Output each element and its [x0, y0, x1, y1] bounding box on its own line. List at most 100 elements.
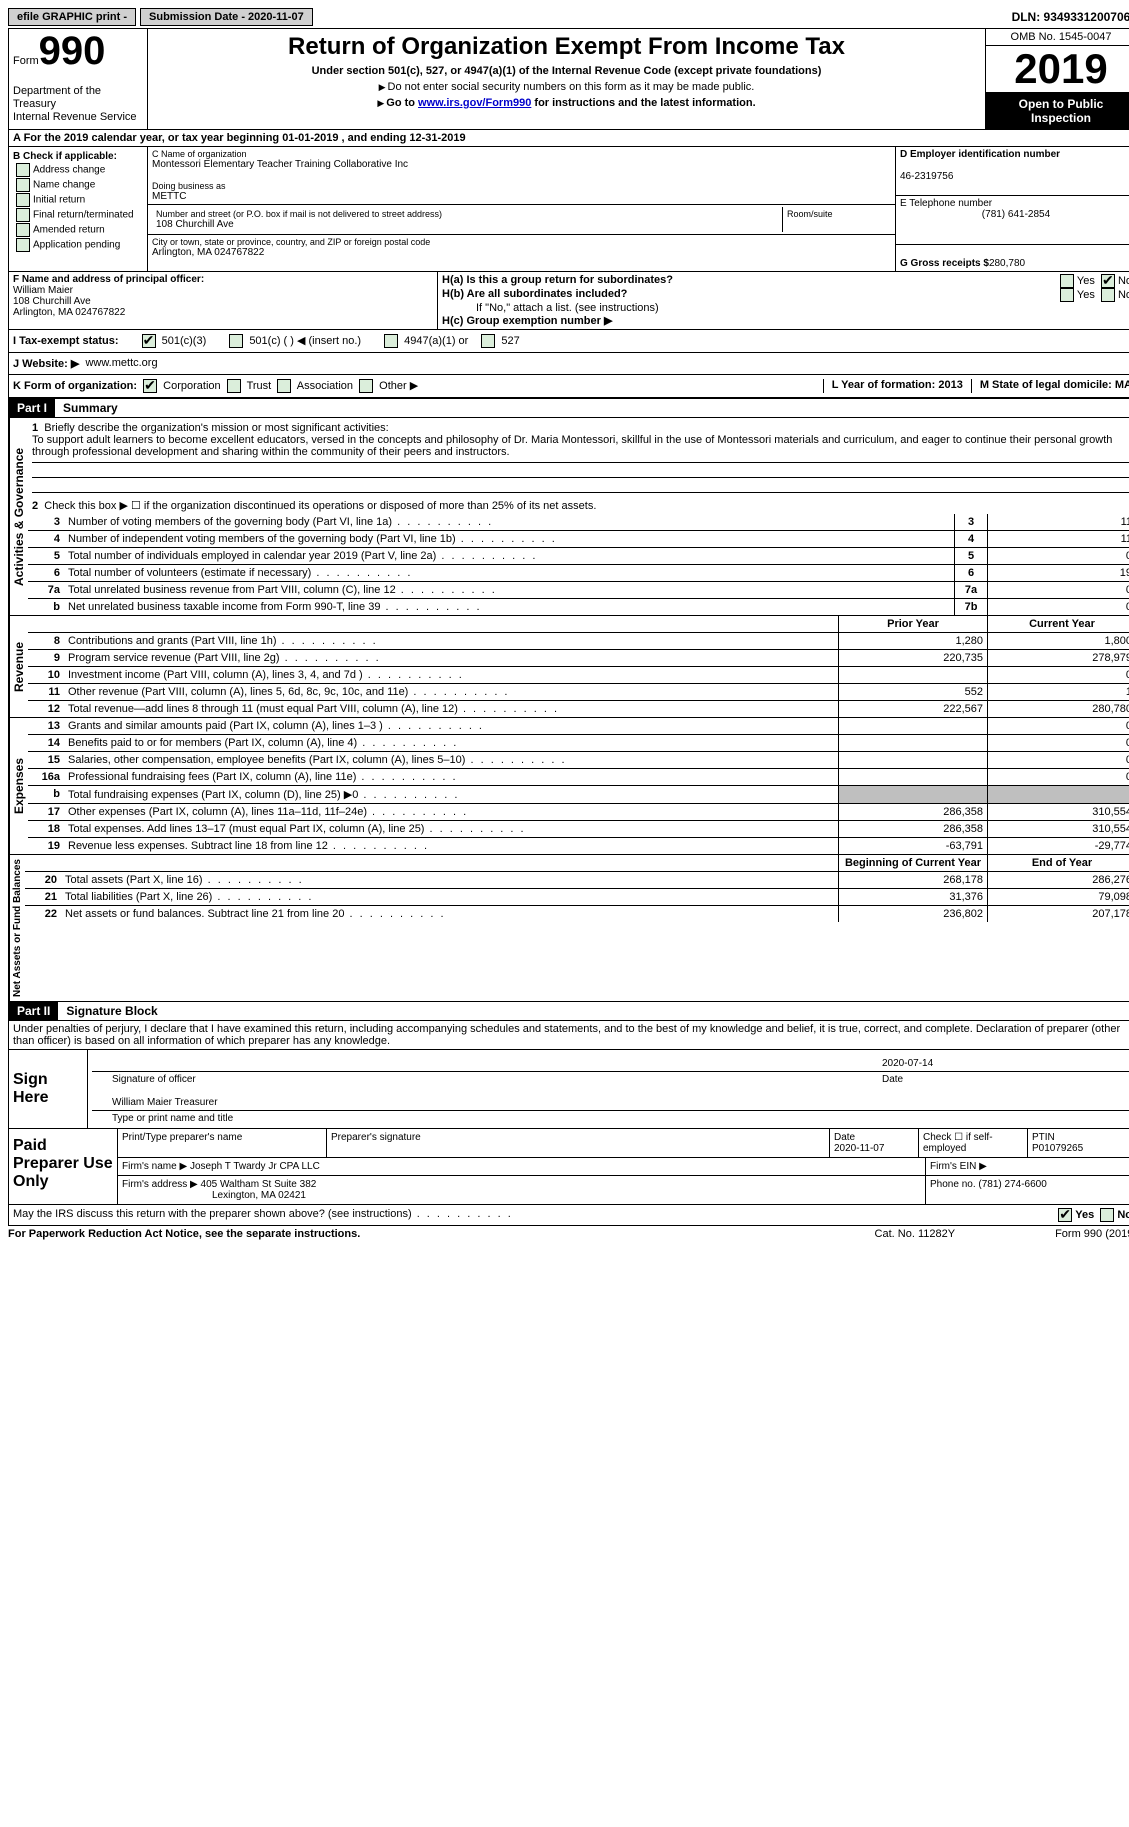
submission-button[interactable]: Submission Date - 2020-11-07	[140, 8, 313, 26]
org-name: Montessori Elementary Teacher Training C…	[152, 159, 891, 170]
form-note2: Go to www.irs.gov/Form990 for instructio…	[152, 97, 981, 109]
page-footer: For Paperwork Reduction Act Notice, see …	[8, 1226, 1129, 1242]
section-b-label: B Check if applicable:	[13, 151, 117, 162]
ha-no[interactable]	[1101, 274, 1115, 288]
hb-yes[interactable]	[1060, 288, 1074, 302]
form-note1: Do not enter social security numbers on …	[152, 81, 981, 93]
tax-status-row: I Tax-exempt status: 501(c)(3) 501(c) ( …	[8, 330, 1129, 353]
omb-number: OMB No. 1545-0047	[986, 29, 1129, 46]
table-row: bNet unrelated business taxable income f…	[28, 599, 1129, 615]
efile-button[interactable]: efile GRAPHIC print -	[8, 8, 136, 26]
table-row: 14Benefits paid to or for members (Part …	[28, 735, 1129, 752]
table-row: 12Total revenue—add lines 8 through 11 (…	[28, 701, 1129, 717]
table-row: 8Contributions and grants (Part VIII, li…	[28, 633, 1129, 650]
expenses-section: Expenses 13Grants and similar amounts pa…	[8, 718, 1129, 855]
gross-receipts: 280,780	[989, 258, 1025, 269]
table-row: 7aTotal unrelated business revenue from …	[28, 582, 1129, 599]
open-inspection: Open to Public Inspection	[986, 93, 1129, 129]
phone-value: (781) 641-2854	[900, 209, 1129, 220]
dba-name: METTC	[152, 191, 891, 202]
officer-city: Arlington, MA 024767822	[13, 307, 125, 318]
part2-header: Part II Signature Block	[8, 1002, 1129, 1021]
org-assoc[interactable]	[277, 379, 291, 393]
entity-block: B Check if applicable: Address change Na…	[8, 147, 1129, 272]
paid-preparer-block: Paid Preparer Use Only Print/Type prepar…	[8, 1129, 1129, 1205]
expenses-label: Expenses	[9, 718, 28, 854]
top-bar: efile GRAPHIC print - Submission Date - …	[8, 8, 1129, 26]
discuss-row: May the IRS discuss this return with the…	[8, 1205, 1129, 1226]
form-prefix: Form	[13, 55, 39, 67]
table-row: 20Total assets (Part X, line 16)268,1782…	[25, 872, 1129, 889]
perjury-text: Under penalties of perjury, I declare th…	[8, 1021, 1129, 1050]
discuss-no[interactable]	[1100, 1208, 1114, 1222]
table-row: 10Investment income (Part VIII, column (…	[28, 667, 1129, 684]
ha-yes[interactable]	[1060, 274, 1074, 288]
period-row: A For the 2019 calendar year, or tax yea…	[8, 130, 1129, 147]
table-row: 5Total number of individuals employed in…	[28, 548, 1129, 565]
tax-year: 2019	[986, 46, 1129, 93]
officer-block: F Name and address of principal officer:…	[8, 272, 1129, 330]
firm-name: Joseph T Twardy Jr CPA LLC	[190, 1161, 320, 1172]
sign-here-block: Sign Here 2020-07-14 Signature of office…	[8, 1050, 1129, 1129]
officer-sig-name: William Maier Treasurer	[92, 1097, 218, 1108]
table-row: 6Total number of volunteers (estimate if…	[28, 565, 1129, 582]
preparer-date: 2020-11-07	[834, 1143, 884, 1154]
table-row: 18Total expenses. Add lines 13–17 (must …	[28, 821, 1129, 838]
firm-addr1: 405 Waltham St Suite 382	[201, 1179, 317, 1190]
form-number: 990	[39, 29, 106, 73]
city-state-zip: Arlington, MA 024767822	[152, 247, 891, 258]
ptin-value: P01079265	[1032, 1143, 1083, 1154]
revenue-section: Revenue Prior YearCurrent Year 8Contribu…	[8, 616, 1129, 718]
table-row: 3Number of voting members of the governi…	[28, 514, 1129, 531]
form-header: Form990 Department of the Treasury Inter…	[8, 28, 1129, 130]
org-trust[interactable]	[227, 379, 241, 393]
dln-text: DLN: 93493312007060	[1012, 10, 1129, 24]
sign-date: 2020-07-14	[882, 1058, 1129, 1069]
table-row: 17Other expenses (Part IX, column (A), l…	[28, 804, 1129, 821]
firm-addr2: Lexington, MA 02421	[122, 1190, 306, 1201]
form-id-footer: Form 990 (2019)	[1055, 1228, 1129, 1240]
table-row: 21Total liabilities (Part X, line 26)31,…	[25, 889, 1129, 906]
website-value: www.mettc.org	[85, 357, 157, 370]
firm-phone: (781) 274-6600	[978, 1179, 1046, 1190]
ein-value: 46-2319756	[900, 171, 1129, 182]
org-corp[interactable]	[143, 379, 157, 393]
discuss-yes[interactable]	[1058, 1208, 1072, 1222]
dept-text: Department of the Treasury Internal Reve…	[13, 85, 143, 125]
status-501c3[interactable]	[142, 334, 156, 348]
check-initial[interactable]	[16, 193, 30, 207]
website-row: J Website: ▶ www.mettc.org	[8, 353, 1129, 375]
org-other[interactable]	[359, 379, 373, 393]
table-row: 22Net assets or fund balances. Subtract …	[25, 906, 1129, 922]
check-final[interactable]	[16, 208, 30, 222]
street-address: 108 Churchill Ave	[156, 219, 778, 230]
status-501c[interactable]	[229, 334, 243, 348]
table-row: 13Grants and similar amounts paid (Part …	[28, 718, 1129, 735]
officer-name: William Maier	[13, 285, 73, 296]
check-pending[interactable]	[16, 238, 30, 252]
status-527[interactable]	[481, 334, 495, 348]
table-row: 4Number of independent voting members of…	[28, 531, 1129, 548]
mission-text: To support adult learners to become exce…	[32, 434, 1112, 458]
hb-no[interactable]	[1101, 288, 1115, 302]
table-row: 9Program service revenue (Part VIII, lin…	[28, 650, 1129, 667]
form-title: Return of Organization Exempt From Incom…	[152, 33, 981, 61]
revenue-label: Revenue	[9, 616, 28, 717]
check-name[interactable]	[16, 178, 30, 192]
net-assets-section: Net Assets or Fund Balances Beginning of…	[8, 855, 1129, 1002]
governance-label: Activities & Governance	[9, 418, 28, 615]
table-row: 15Salaries, other compensation, employee…	[28, 752, 1129, 769]
table-row: 16aProfessional fundraising fees (Part I…	[28, 769, 1129, 786]
governance-section: Activities & Governance 1 Briefly descri…	[8, 418, 1129, 616]
part1-header: Part I Summary	[8, 398, 1129, 418]
net-assets-label: Net Assets or Fund Balances	[9, 855, 25, 1001]
form990-link[interactable]: www.irs.gov/Form990	[418, 97, 531, 109]
form-org-row: K Form of organization: Corporation Trus…	[8, 375, 1129, 398]
table-row: 11Other revenue (Part VIII, column (A), …	[28, 684, 1129, 701]
table-row: 19Revenue less expenses. Subtract line 1…	[28, 838, 1129, 854]
check-address[interactable]	[16, 163, 30, 177]
check-amended[interactable]	[16, 223, 30, 237]
officer-street: 108 Churchill Ave	[13, 296, 91, 307]
status-4947[interactable]	[384, 334, 398, 348]
form-subtitle: Under section 501(c), 527, or 4947(a)(1)…	[152, 65, 981, 77]
